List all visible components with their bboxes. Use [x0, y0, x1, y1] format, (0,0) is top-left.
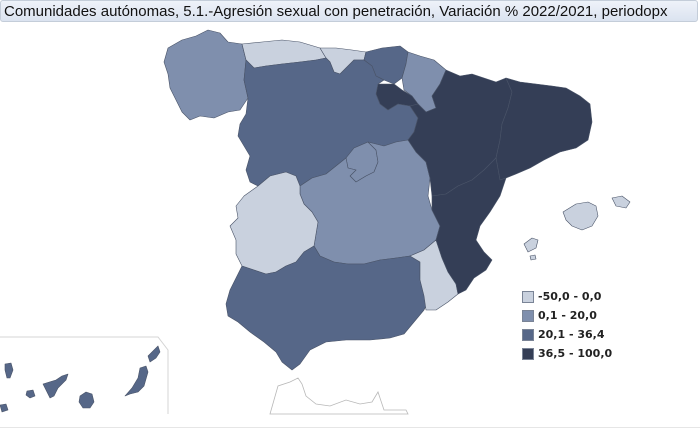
legend-item-2: 0,1 - 20,0	[522, 306, 612, 325]
region-mallorca[interactable]	[562, 201, 599, 231]
region-la-palma[interactable]	[4, 362, 14, 379]
region-ceuta-melilla-outline	[269, 377, 409, 415]
region-valenciana[interactable]	[431, 157, 507, 295]
region-cataluna[interactable]	[495, 77, 593, 181]
bottom-divider	[0, 427, 700, 428]
map-legend: -50,0 - 0,0 0,1 - 20,0 20,1 - 36,4 36,5 …	[522, 287, 612, 363]
legend-swatch-3	[522, 328, 534, 341]
region-el-hierro[interactable]	[0, 403, 9, 413]
choropleth-map	[0, 23, 700, 431]
region-menorca[interactable]	[611, 195, 631, 209]
legend-item-3: 20,1 - 36,4	[522, 325, 612, 344]
region-la-gomera[interactable]	[25, 389, 36, 399]
legend-label-4: 36,5 - 100,0	[538, 347, 613, 360]
legend-label-2: 0,1 - 20,0	[538, 309, 597, 322]
legend-label-3: 20,1 - 36,4	[538, 328, 605, 341]
region-andalucia[interactable]	[225, 245, 431, 371]
legend-item-4: 36,5 - 100,0	[522, 344, 612, 363]
region-ibiza[interactable]	[523, 237, 539, 253]
region-gran-canaria[interactable]	[78, 391, 95, 409]
region-lanzarote[interactable]	[147, 345, 161, 363]
region-fuerteventura[interactable]	[124, 365, 149, 397]
canarias-inset-frame	[0, 336, 169, 414]
legend-label-1: -50,0 - 0,0	[538, 290, 602, 303]
region-formentera[interactable]	[529, 254, 537, 261]
region-galicia[interactable]	[163, 29, 249, 121]
legend-swatch-1	[522, 290, 534, 303]
legend-item-1: -50,0 - 0,0	[522, 287, 612, 306]
legend-swatch-2	[522, 309, 534, 322]
region-tenerife[interactable]	[42, 373, 69, 399]
legend-swatch-4	[522, 347, 534, 360]
map-title: Comunidades autónomas, 5.1.-Agresión sex…	[0, 0, 698, 22]
